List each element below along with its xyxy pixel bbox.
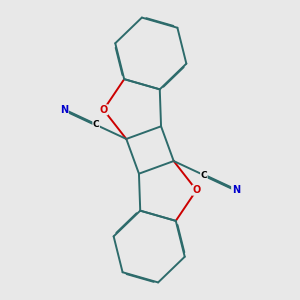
Text: C: C xyxy=(201,171,207,180)
Text: C: C xyxy=(93,120,99,129)
Text: O: O xyxy=(99,105,108,115)
Text: N: N xyxy=(60,105,68,115)
Text: N: N xyxy=(232,185,240,195)
Text: O: O xyxy=(192,185,201,195)
